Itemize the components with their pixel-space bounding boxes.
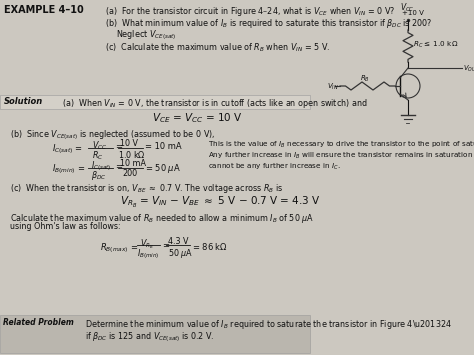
Text: +10 V: +10 V xyxy=(402,10,424,16)
Text: Any further increase in $I_B$ will ensure the transistor remains in saturation b: Any further increase in $I_B$ will ensur… xyxy=(208,151,474,161)
Text: $I_{B(min)}$: $I_{B(min)}$ xyxy=(137,247,160,261)
Text: This is the value of $I_B$ necessary to drive the transistor to the point of sat: This is the value of $I_B$ necessary to … xyxy=(208,140,474,150)
Text: 10 V: 10 V xyxy=(120,139,138,148)
Text: $V_{R_B}$ = $V_{IN}$ $-$ $V_{BE}$ $\approx$ 5 V $-$ 0.7 V = 4.3 V: $V_{R_B}$ = $V_{IN}$ $-$ $V_{BE}$ $\appr… xyxy=(120,195,320,210)
Text: (b)  What minimum value of $I_B$ is required to saturate this transistor if $\be: (b) What minimum value of $I_B$ is requi… xyxy=(105,17,433,30)
Text: 200: 200 xyxy=(122,169,137,178)
Text: = 10 mA: = 10 mA xyxy=(145,142,182,151)
Text: 50 $\mu$A: 50 $\mu$A xyxy=(168,247,193,260)
Text: $R_C$: $R_C$ xyxy=(92,149,103,162)
Text: = 86 k$\Omega$: = 86 k$\Omega$ xyxy=(192,241,228,252)
Text: EXAMPLE 4–10: EXAMPLE 4–10 xyxy=(4,5,84,15)
Text: 4.3 V: 4.3 V xyxy=(168,237,189,246)
Text: (c)  Calculate the maximum value of $R_B$ when $V_{IN}$ = 5 V.: (c) Calculate the maximum value of $R_B$… xyxy=(105,42,330,55)
Text: 10 mA: 10 mA xyxy=(120,159,146,168)
Text: $V_{IN}$: $V_{IN}$ xyxy=(327,82,339,92)
Bar xyxy=(0,95,310,109)
Text: Determine the minimum value of $I_B$ required to saturate the transistor in Figu: Determine the minimum value of $I_B$ req… xyxy=(85,318,452,331)
Text: $V_{OUT}$: $V_{OUT}$ xyxy=(463,64,474,74)
Text: = 50 $\mu$A: = 50 $\mu$A xyxy=(145,162,181,175)
Text: $V_{R_B}$: $V_{R_B}$ xyxy=(140,237,154,251)
Text: $I_{C(sat)}$: $I_{C(sat)}$ xyxy=(91,159,112,173)
Text: Solution: Solution xyxy=(4,97,43,106)
Text: $V_{CE}$ = $V_{CC}$ = 10 V: $V_{CE}$ = $V_{CC}$ = 10 V xyxy=(152,111,243,125)
Text: Calculate the maximum value of $R_B$ needed to allow a minimum $I_B$ of 50 $\mu$: Calculate the maximum value of $R_B$ nee… xyxy=(10,212,314,225)
Bar xyxy=(0,315,310,353)
Text: =: = xyxy=(115,162,122,171)
Text: =: = xyxy=(162,241,169,250)
Text: (a)  For the transistor circuit in Figure 4–24, what is $V_{CE}$ when $V_{IN}$ =: (a) For the transistor circuit in Figure… xyxy=(105,5,395,18)
Text: $R_{B(max)}$ =: $R_{B(max)}$ = xyxy=(100,241,138,255)
Text: cannot be any further increase in $I_C$.: cannot be any further increase in $I_C$. xyxy=(208,162,341,172)
Text: if $\beta_{DC}$ is 125 and $V_{CE(sat)}$ is 0.2 V.: if $\beta_{DC}$ is 125 and $V_{CE(sat)}$… xyxy=(85,330,215,344)
Text: $R_B$: $R_B$ xyxy=(360,74,370,84)
Text: (a)  When $V_{IN}$ = 0 V, the transistor is in cutoff (acts like an open switch): (a) When $V_{IN}$ = 0 V, the transistor … xyxy=(62,97,368,110)
Text: (b)  Since $V_{CE(sat)}$ is neglected (assumed to be 0 V),: (b) Since $V_{CE(sat)}$ is neglected (as… xyxy=(10,128,215,142)
Text: Related Problem: Related Problem xyxy=(3,318,74,327)
Text: 1.0 k$\Omega$: 1.0 k$\Omega$ xyxy=(118,149,146,160)
Text: $V_{CC}$: $V_{CC}$ xyxy=(400,2,415,15)
Text: using Ohm's law as follows:: using Ohm's law as follows: xyxy=(10,222,120,231)
Text: =: = xyxy=(115,142,122,151)
Text: Neglect $V_{CE(sat)}$: Neglect $V_{CE(sat)}$ xyxy=(116,28,176,42)
Text: $I_{C(sat)}$ =: $I_{C(sat)}$ = xyxy=(52,142,83,156)
Text: $I_{B(min)}$ =: $I_{B(min)}$ = xyxy=(52,162,85,176)
Text: (c)  When the transistor is on, $V_{BE}$ $\approx$ 0.7 V. The voltage across $R_: (c) When the transistor is on, $V_{BE}$ … xyxy=(10,182,283,195)
Text: $R_C \leq$ 1.0 k$\Omega$: $R_C \leq$ 1.0 k$\Omega$ xyxy=(413,40,458,50)
Text: $\beta_{DC}$: $\beta_{DC}$ xyxy=(91,169,106,182)
Text: $V_{CC}$: $V_{CC}$ xyxy=(92,139,107,152)
